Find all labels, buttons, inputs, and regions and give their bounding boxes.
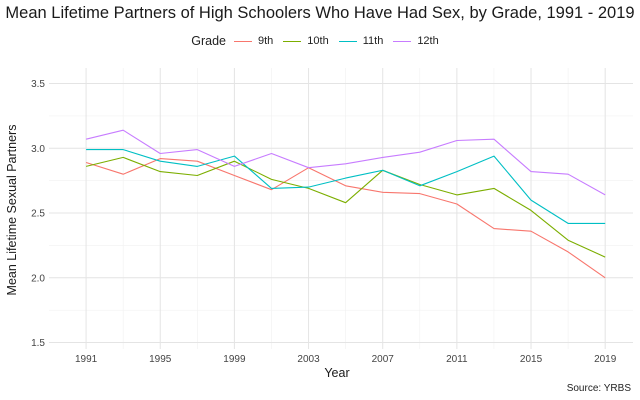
x-tick-label: 2019 [594, 354, 617, 365]
legend-item-10th: 10th [283, 35, 329, 47]
x-tick-label: 2011 [446, 354, 468, 365]
legend-item-12th: 12th [393, 35, 439, 47]
x-tick-label: 2015 [520, 354, 543, 365]
legend-swatch-11th [338, 40, 357, 42]
legend-item-9th: 9th [234, 35, 273, 47]
y-tick-label: 3.5 [31, 79, 45, 90]
series-line-10th [85, 156, 606, 258]
series-line-9th [85, 158, 606, 279]
x-tick-label: 1995 [149, 354, 172, 365]
legend-label-12th: 12th [417, 35, 439, 47]
y-tick-label: 2.5 [31, 209, 45, 220]
legend-label-9th: 9th [258, 35, 274, 47]
legend-swatch-12th [393, 40, 412, 42]
x-tick-label: 1991 [75, 354, 98, 365]
legend-title: Grade [191, 34, 226, 48]
y-axis-title: Mean Lifetime Sexual Partners [5, 125, 19, 296]
legend-item-11th: 11th [338, 35, 384, 47]
x-axis-title: Year [324, 366, 349, 380]
y-tick-label: 2.0 [31, 273, 45, 284]
series-lines [85, 129, 606, 279]
legend-label-11th: 11th [362, 35, 384, 47]
chart-title: Mean Lifetime Partners of High Schoolers… [5, 4, 635, 22]
y-tick-label: 1.5 [31, 338, 45, 349]
x-tick-label: 1999 [223, 354, 246, 365]
legend-swatch-9th [234, 40, 252, 42]
axes: 1.5 2.0 2.5 3.0 3.5 1991 1995 1999 2003 2007 2011 2… [31, 79, 617, 365]
x-tick-label: 2007 [372, 354, 395, 365]
x-tick-label: 2003 [297, 354, 320, 365]
source-caption: Source: YRBS [566, 383, 631, 394]
grid [49, 68, 633, 349]
series-line-11th [86, 149, 606, 224]
series-line-12th [85, 129, 606, 196]
legend-swatch-10th [283, 40, 302, 42]
y-tick-label: 3.0 [31, 144, 45, 155]
legend-label-10th: 10th [307, 35, 329, 47]
legend: Grade 9th 10th 11th 12th [0, 34, 640, 48]
